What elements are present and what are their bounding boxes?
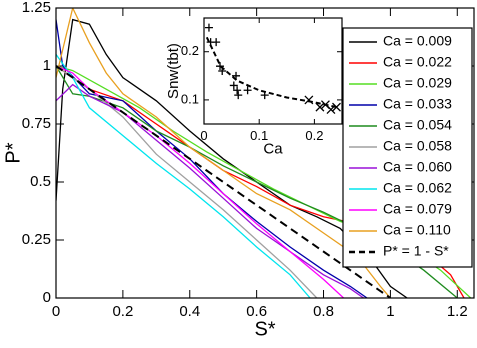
point <box>216 62 225 71</box>
legend-label: Ca = 0.110 <box>383 222 451 238</box>
y-tick-label: 0.2 <box>181 43 199 58</box>
y-tick-label: 1 <box>43 57 51 74</box>
point <box>315 102 325 112</box>
x-axis-label: S* <box>254 318 275 340</box>
point <box>326 105 336 115</box>
x-tick-label: 0.6 <box>246 303 267 320</box>
x-tick-label: 1.2 <box>447 303 468 320</box>
x-tick-label: 0 <box>200 128 207 143</box>
series-line <box>56 83 364 298</box>
point <box>229 81 238 90</box>
point <box>332 102 341 112</box>
plot-frame <box>55 7 475 299</box>
x-tick-label: 0 <box>52 303 60 320</box>
series-line <box>56 65 391 298</box>
point <box>234 91 243 100</box>
x-tick-label: 0.4 <box>179 303 200 320</box>
series-line <box>56 54 311 298</box>
x-tick-label: 0.1 <box>250 128 268 143</box>
legend-label: Ca = 0.022 <box>383 54 452 70</box>
x-tick-label: 0.2 <box>112 303 133 320</box>
point <box>304 95 314 105</box>
legend-label: Ca = 0.058 <box>383 138 452 154</box>
legend-label: Ca = 0.054 <box>383 117 452 133</box>
y-tick-label: 0.75 <box>22 115 51 132</box>
series-line <box>56 65 345 298</box>
y-tick-label: 0.1 <box>181 91 199 106</box>
y-tick-label: 0 <box>43 289 51 306</box>
legend-label: Ca = 0.029 <box>383 75 452 91</box>
y-tick-label: 1.25 <box>22 0 51 16</box>
point <box>212 38 221 47</box>
point <box>243 86 252 95</box>
point <box>218 67 227 75</box>
legend-label: P* = 1 - S* <box>383 243 449 259</box>
legend-label: Ca = 0.079 <box>383 201 452 217</box>
x-tick-label: 0.2 <box>305 128 323 143</box>
y-axis-label: P* <box>2 142 24 163</box>
point <box>233 86 242 95</box>
x-axis-label: Ca <box>263 141 283 158</box>
series-line <box>56 65 318 298</box>
point <box>204 23 213 32</box>
point <box>260 91 269 100</box>
y-tick-label: 0.5 <box>30 173 51 190</box>
series-line <box>56 19 368 298</box>
legend-label: Ca = 0.033 <box>383 96 452 112</box>
y-axis-label: Snw(tbt) <box>165 43 182 99</box>
legend-label: Ca = 0.009 <box>383 33 452 49</box>
point <box>232 71 241 80</box>
plot-frame <box>203 17 343 125</box>
legend-label: Ca = 0.060 <box>383 159 452 175</box>
x-tick-label: 1 <box>386 303 394 320</box>
x-tick-label: 0.8 <box>313 303 334 320</box>
legend-label: Ca = 0.062 <box>383 180 452 196</box>
y-tick-label: 0.25 <box>22 231 51 248</box>
